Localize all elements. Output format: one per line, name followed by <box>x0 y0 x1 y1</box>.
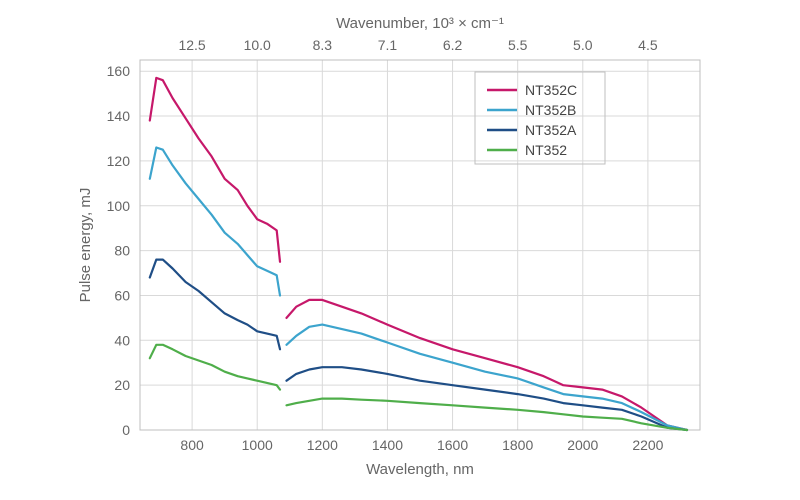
legend-label: NT352A <box>525 122 577 138</box>
y-tick-label: 60 <box>114 287 130 303</box>
x-tick-label: 2200 <box>632 437 663 453</box>
y-tick-label: 80 <box>114 243 130 259</box>
y-axis-label: Pulse energy, mJ <box>77 188 94 303</box>
y-tick-label: 0 <box>122 422 130 438</box>
y-tick-label: 120 <box>107 153 131 169</box>
x-tick-label: 800 <box>180 437 204 453</box>
x-top-tick-label: 6.2 <box>443 37 463 53</box>
x-top-tick-label: 5.5 <box>508 37 528 53</box>
y-tick-label: 100 <box>107 198 131 214</box>
x-top-tick-label: 10.0 <box>244 37 271 53</box>
x-top-tick-label: 8.3 <box>313 37 333 53</box>
x-tick-label: 1600 <box>437 437 468 453</box>
x-top-tick-label: 5.0 <box>573 37 593 53</box>
x-top-axis-label: Wavenumber, 10³ × cm⁻¹ <box>336 15 504 32</box>
x-tick-label: 1400 <box>372 437 403 453</box>
x-top-tick-label: 4.5 <box>638 37 658 53</box>
x-tick-label: 1000 <box>242 437 273 453</box>
x-tick-label: 1200 <box>307 437 338 453</box>
y-tick-label: 20 <box>114 377 130 393</box>
legend-label: NT352B <box>525 102 576 118</box>
x-top-tick-label: 7.1 <box>378 37 398 53</box>
y-tick-label: 40 <box>114 332 130 348</box>
legend-label: NT352C <box>525 82 577 98</box>
x-tick-label: 2000 <box>567 437 598 453</box>
y-tick-label: 140 <box>107 108 131 124</box>
y-tick-label: 160 <box>107 63 131 79</box>
chart-svg: 0 20 40 60 80 100 120 140 160 800 1000 1200 1400 1600… <box>0 0 800 500</box>
x-axis-label: Wavelength, nm <box>366 461 474 478</box>
pulse-energy-chart: 0 20 40 60 80 100 120 140 160 800 1000 1200 1400 1600… <box>0 0 800 500</box>
legend-label: NT352 <box>525 142 567 158</box>
x-top-tick-label: 12.5 <box>178 37 205 53</box>
x-tick-label: 1800 <box>502 437 533 453</box>
